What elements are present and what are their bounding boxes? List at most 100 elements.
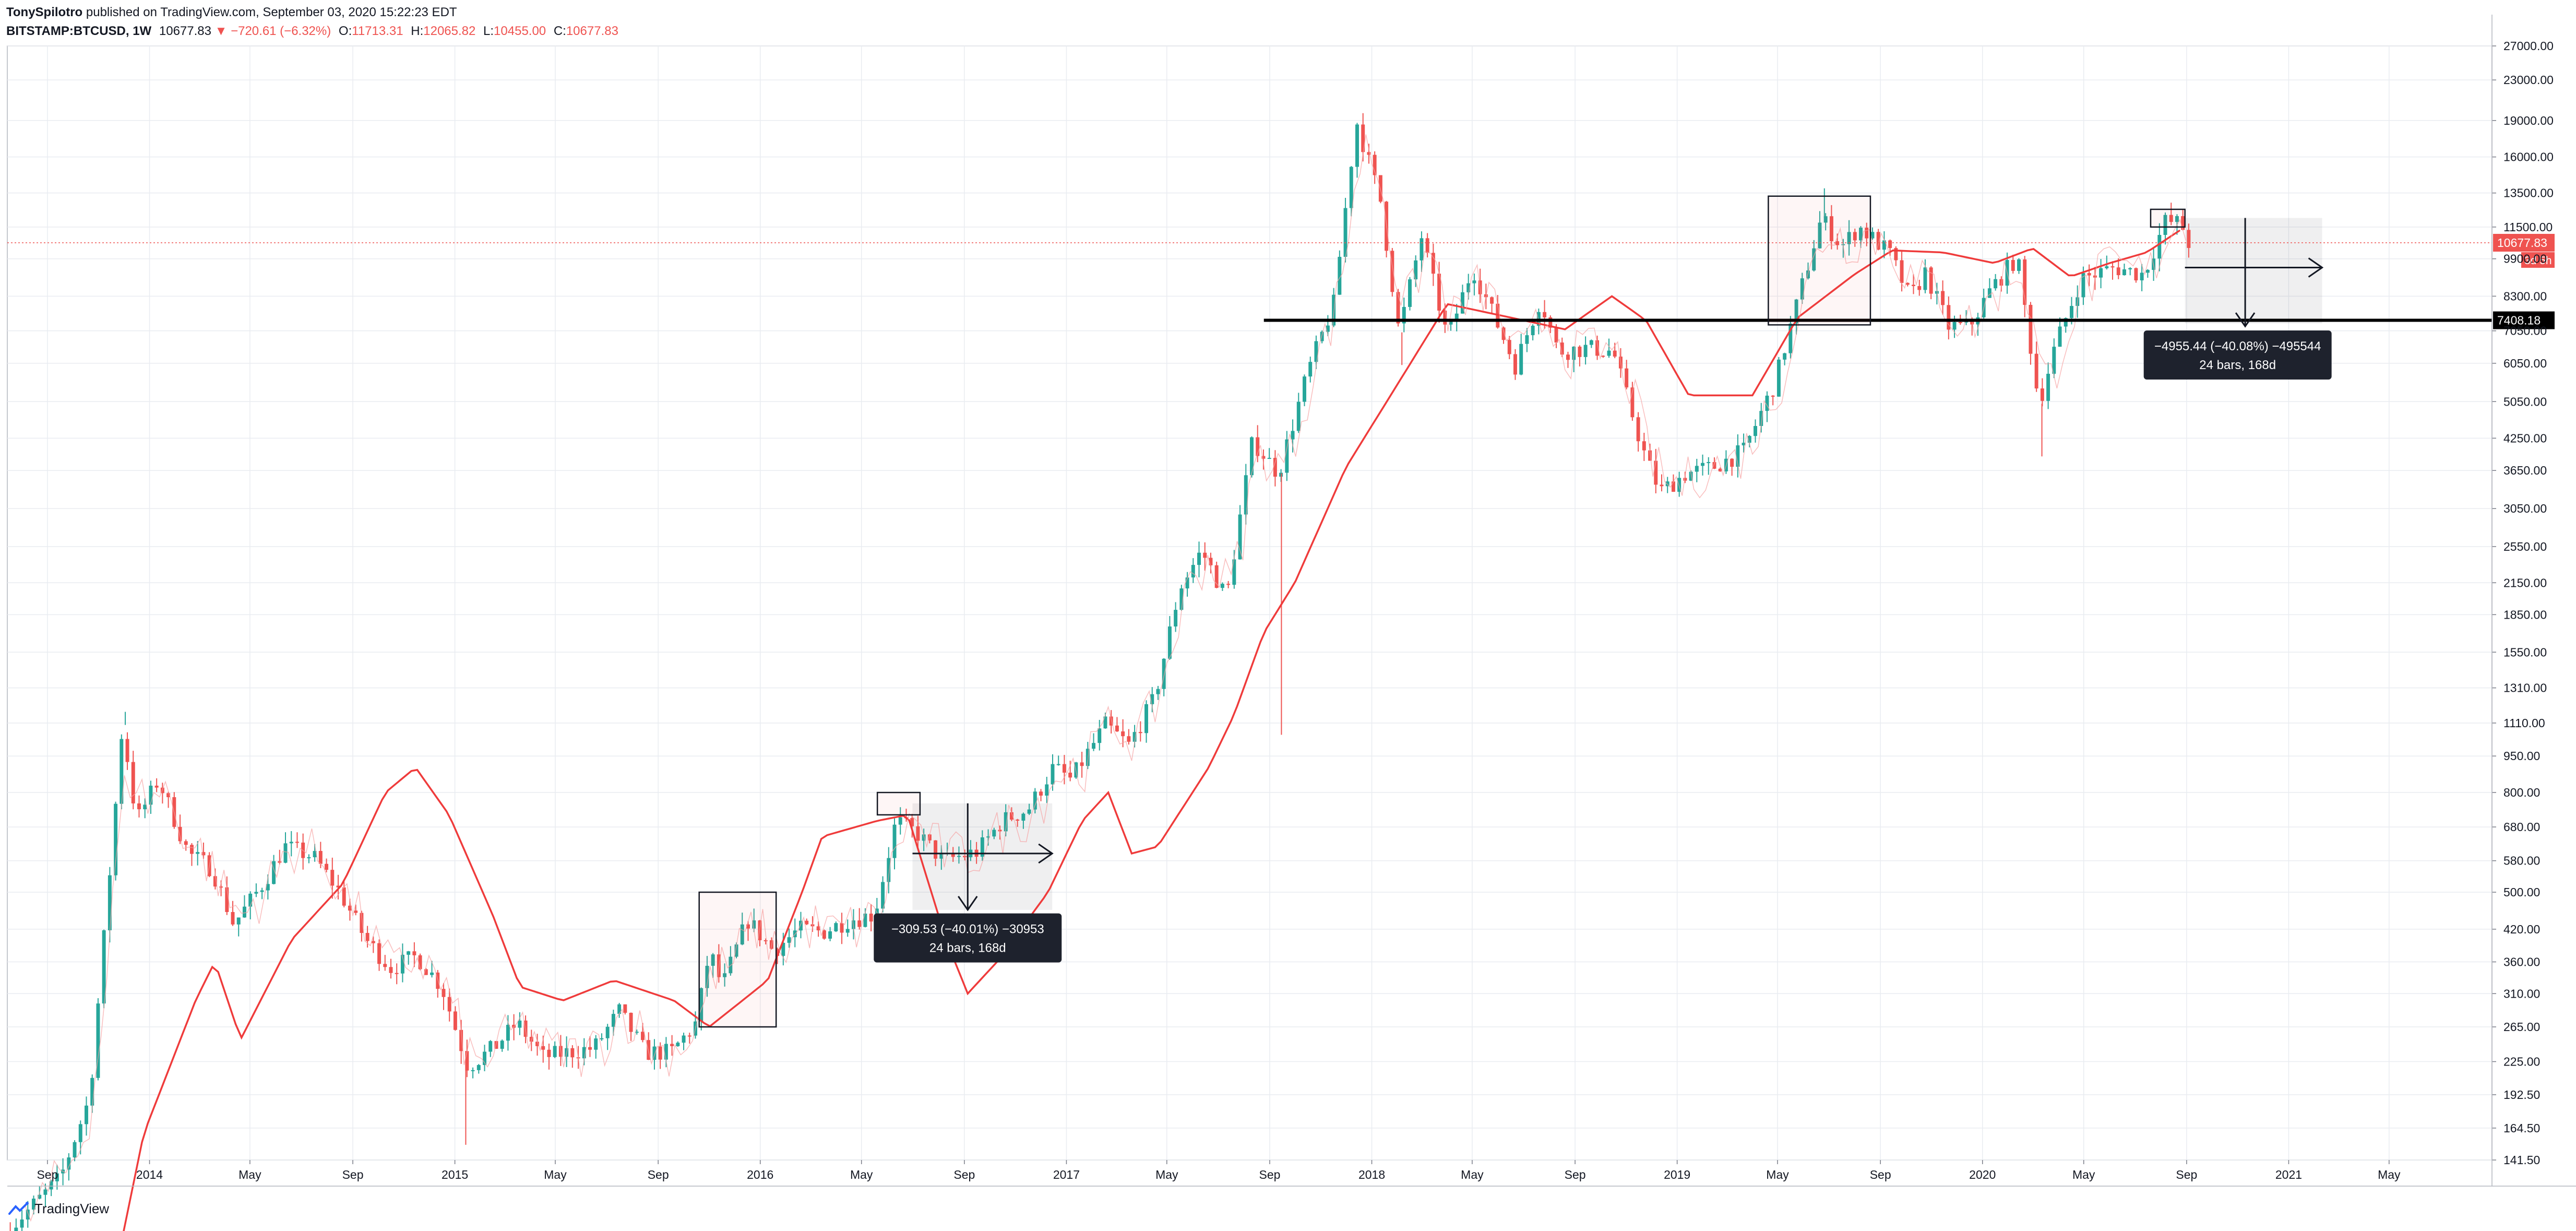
y-tick-label: 580.00: [2503, 854, 2540, 868]
candle-up: [1144, 700, 1149, 743]
candle-body: [1443, 310, 1447, 325]
candle-body: [588, 1047, 592, 1050]
candle-body: [476, 1065, 481, 1070]
candle-body: [1086, 749, 1090, 766]
candle-down: [325, 858, 329, 873]
candle-body: [1355, 124, 1359, 167]
candle-body: [196, 852, 200, 854]
candle-body: [2128, 268, 2132, 269]
candle-body: [740, 924, 744, 945]
candle-body: [90, 1078, 94, 1106]
candle-body: [43, 1189, 47, 1195]
candle-up: [705, 956, 709, 997]
author-name[interactable]: TonySpilotro: [6, 5, 83, 19]
y-tick-label: 2150.00: [2503, 576, 2547, 589]
candle-body: [488, 1041, 493, 1052]
candle-body: [2064, 318, 2068, 327]
candle-body: [371, 941, 375, 943]
candle-body: [2145, 269, 2150, 273]
candle-up: [1267, 448, 1271, 459]
candle-up: [260, 887, 264, 899]
candle-up: [2099, 259, 2103, 289]
y-tick-label: 4250.00: [2503, 431, 2547, 445]
candle-body: [506, 1025, 510, 1041]
candle-body: [1466, 283, 1471, 292]
candle-up: [506, 1015, 510, 1051]
candle-up: [980, 830, 984, 861]
open-label: O:: [338, 24, 352, 38]
horizontal-level[interactable]: 7408.18 10677.83 3d 5h: [7, 233, 2555, 329]
candle-up: [1695, 458, 1699, 482]
candle-up: [85, 1096, 88, 1136]
candle-body: [1150, 694, 1154, 704]
publish-info: published on TradingView.com, September …: [86, 5, 457, 19]
x-tick-label: 2019: [1664, 1168, 1690, 1181]
candle-body: [389, 967, 393, 973]
candle-body: [605, 1026, 610, 1038]
candle-down: [131, 751, 135, 810]
candle-body: [1437, 274, 1441, 311]
close-value: 10677.83: [566, 24, 618, 38]
rectangle-drawings[interactable]: [698, 195, 2186, 1028]
candle-body: [260, 890, 264, 892]
candle-down: [189, 843, 194, 866]
measure-label-line2: 24 bars, 168d: [929, 941, 1006, 955]
candle-up: [1308, 357, 1313, 383]
candle-body: [670, 1044, 674, 1046]
candle-up: [2052, 338, 2056, 378]
candle-body: [869, 914, 873, 922]
candle-up: [611, 1009, 615, 1036]
candle-body: [1016, 819, 1020, 821]
candle-up: [1747, 435, 1751, 447]
candle-up: [1402, 298, 1406, 333]
y-tick-label: 164.50: [2503, 1121, 2540, 1135]
y-tick-label: 16000.00: [2503, 150, 2554, 164]
candle-down: [1203, 542, 1207, 571]
candle-down: [1771, 395, 1775, 406]
candle-body: [711, 954, 715, 966]
candle-body: [1408, 279, 1412, 307]
candle-up: [1291, 419, 1295, 453]
rectangle-box: [2150, 208, 2186, 228]
candle-up: [1250, 436, 1254, 478]
y-tick-label: 2550.00: [2503, 540, 2547, 553]
tradingview-logo[interactable]: TradingView: [7, 1201, 109, 1217]
candle-down: [1900, 251, 1904, 292]
candle-body: [49, 1181, 53, 1190]
candle-body: [1660, 484, 1664, 487]
candle-down: [125, 732, 129, 770]
candle-up: [26, 1201, 30, 1228]
candle-body: [424, 969, 428, 975]
symbol-label[interactable]: BITSTAMP:BTCUSD, 1W: [6, 24, 152, 38]
low-value: 10455.00: [494, 24, 546, 38]
measure-shade: [2185, 218, 2322, 324]
candle-body: [1648, 450, 1652, 461]
candle-down: [1115, 717, 1119, 732]
measure-arrowhead-right: [1038, 843, 1054, 864]
candle-body: [834, 923, 838, 931]
candle-body: [518, 1020, 522, 1028]
candle-body: [465, 1051, 469, 1071]
candle-up: [887, 847, 891, 894]
candle-body: [1677, 478, 1681, 492]
candle-up: [1788, 316, 1793, 359]
candle-body: [336, 885, 340, 887]
candle-body: [1308, 362, 1313, 377]
candle-body: [1296, 401, 1301, 431]
candle-body: [1853, 232, 1857, 241]
high-label: H:: [411, 24, 424, 38]
last-price-tag: [2493, 233, 2555, 252]
candle-body: [980, 837, 984, 857]
candle-body: [1589, 340, 1593, 345]
price-range-tools[interactable]: −309.53 (−40.01%) −30953 24 bars, 168d −49…: [874, 218, 2332, 963]
candle-down: [1888, 239, 1892, 256]
candle-up: [1338, 250, 1342, 295]
candle-body: [1092, 743, 1096, 749]
candle-up: [845, 919, 850, 937]
candle-body: [20, 1219, 24, 1228]
candle-body: [1941, 291, 1945, 305]
candle-body: [1888, 240, 1892, 248]
candle-body: [407, 951, 411, 955]
candle-down: [670, 1035, 674, 1056]
